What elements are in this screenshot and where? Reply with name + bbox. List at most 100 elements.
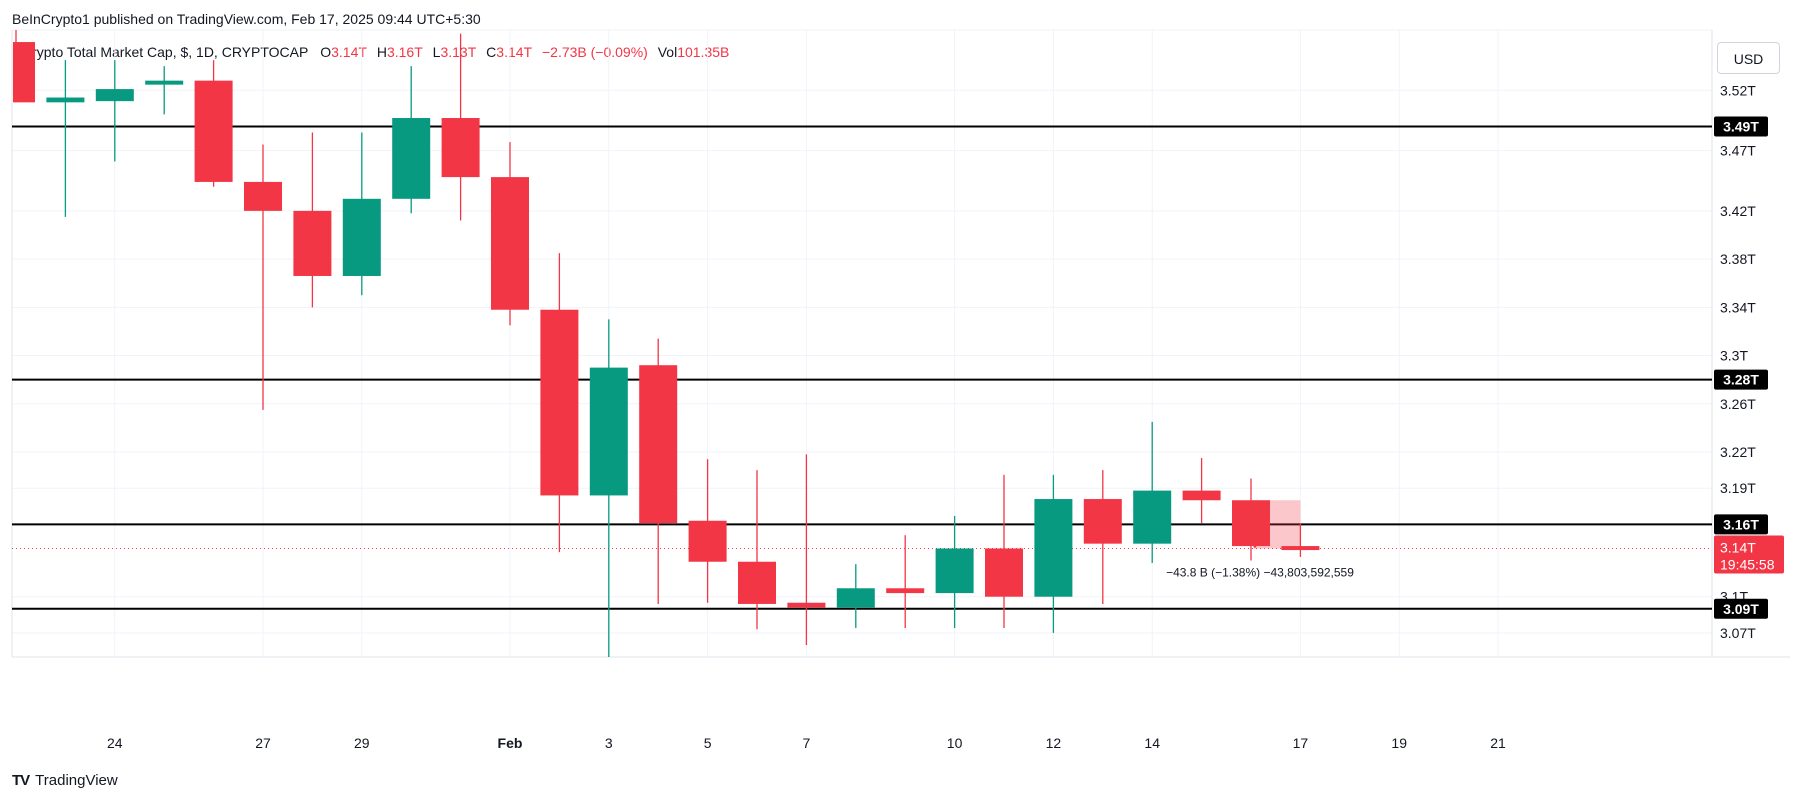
- candle-13: [639, 338, 678, 604]
- candle-body-18: [886, 588, 925, 594]
- price-level-badge-2: [1714, 514, 1768, 535]
- candle-20: [985, 474, 1023, 629]
- candle-0: [13, 30, 35, 103]
- y-tick-label-3: 3.38T: [1720, 251, 1756, 267]
- candle-body-23: [1133, 490, 1172, 544]
- candle-body-20: [985, 548, 1023, 597]
- time-axis[interactable]: 24 27 29 Feb 3 5 7 10 12 14 17 19 21: [107, 735, 1506, 751]
- legend-high-value: 3.16T: [386, 44, 423, 60]
- candle-body-7: [342, 198, 381, 276]
- current-price-badge: [1714, 535, 1784, 574]
- x-tick-label-12: 21: [1490, 735, 1506, 751]
- x-tick-label-10: 17: [1293, 735, 1309, 751]
- x-tick-label-6: 7: [803, 735, 811, 751]
- candle-body-14: [688, 520, 727, 562]
- candle-body-16: [787, 602, 826, 608]
- legend-volume-label: Vol: [657, 44, 678, 60]
- candle-body-2: [95, 89, 134, 102]
- candle-23: [1133, 421, 1172, 563]
- y-tick-label-8: 3.19T: [1720, 480, 1756, 496]
- price-level-label-0: 3.49T: [1723, 118, 1759, 134]
- candle-10: [491, 142, 529, 326]
- symbol-legend: Crypto Total Market Cap, $, 1D, CRYPTOCA…: [22, 44, 735, 60]
- candle-3: [145, 66, 184, 115]
- candle-body-13: [639, 365, 678, 524]
- y-tick-label-2: 3.42T: [1720, 203, 1756, 219]
- y-tick-label-6: 3.26T: [1720, 396, 1756, 412]
- candle-25: [1232, 478, 1270, 561]
- candle-body-22: [1083, 499, 1122, 544]
- candle-2: [95, 60, 134, 162]
- tradingview-logo[interactable]: TV TradingView: [12, 772, 118, 789]
- legend-close-label: C: [486, 44, 497, 60]
- legend-high-label: H: [376, 44, 387, 60]
- candle-5: [244, 144, 282, 410]
- x-tick-label-11: 19: [1391, 735, 1407, 751]
- candle-21: [1034, 474, 1073, 633]
- candle-body-21: [1034, 499, 1073, 597]
- y-tick-label-5: 3.3T: [1720, 348, 1748, 364]
- legend-low-value: 3.13T: [440, 44, 477, 60]
- price-level-badge-0: [1714, 116, 1768, 137]
- measure-range-box: [1253, 500, 1301, 549]
- candle-11: [540, 253, 579, 553]
- candle-body-8: [392, 118, 431, 199]
- candle-17: [836, 564, 875, 629]
- tradingview-mark-icon: TV: [12, 772, 30, 789]
- price-level-badge-1: [1714, 369, 1768, 390]
- candle-body-0: [13, 42, 35, 103]
- price-level-label-1: 3.28T: [1723, 372, 1759, 388]
- price-level-label-2: 3.16T: [1723, 516, 1759, 532]
- legend-open-value: 3.14T: [331, 44, 367, 60]
- candle-body-26: [1281, 546, 1320, 551]
- candles: [13, 30, 1320, 657]
- countdown-label: 19:45:58: [1720, 556, 1775, 572]
- y-tick-label-0: 3.52T: [1720, 82, 1756, 98]
- x-tick-label-1: 27: [255, 735, 271, 751]
- candle-15: [738, 470, 776, 630]
- current-price-label: 3.14T: [1720, 539, 1756, 555]
- x-tick-label-7: 10: [947, 735, 963, 751]
- measure-arrow-head-icon: [1250, 541, 1260, 549]
- y-tick-label-1: 3.47T: [1720, 143, 1756, 159]
- chart-frame: [11, 29, 1790, 658]
- x-tick-label-3: Feb: [498, 735, 523, 751]
- candle-19: [935, 515, 974, 629]
- y-tick-label-4: 3.34T: [1720, 299, 1756, 315]
- candle-16: [787, 454, 826, 645]
- candle-body-24: [1182, 490, 1221, 501]
- legend-title: Crypto Total Market Cap, $, 1D, CRYPTOCA…: [22, 44, 309, 60]
- chart-grid: [12, 30, 1712, 657]
- price-level-label-3: 3.09T: [1723, 601, 1759, 617]
- candle-body-19: [935, 548, 974, 594]
- candle-6: [293, 132, 332, 308]
- x-tick-label-4: 3: [605, 735, 613, 751]
- candle-8: [392, 66, 431, 214]
- price-axis[interactable]: 3.52T 3.47T 3.42T 3.38T 3.34T 3.3T 3.26T 3.22T 3…: [1714, 82, 1784, 641]
- candle-body-1: [46, 97, 85, 103]
- y-tick-label-7: 3.22T: [1720, 444, 1756, 460]
- legend-close-value: 3.14T: [496, 44, 533, 60]
- candle-1: [46, 60, 85, 217]
- x-tick-label-8: 12: [1046, 735, 1062, 751]
- candle-14: [688, 459, 727, 603]
- candle-body-17: [836, 588, 875, 608]
- legend-volume-value: 101.35B: [677, 44, 730, 60]
- x-tick-label-5: 5: [704, 735, 712, 751]
- y-tick-label-10: 3.07T: [1720, 625, 1756, 641]
- currency-button[interactable]: USD: [1717, 42, 1780, 74]
- x-tick-label-0: 24: [107, 735, 123, 751]
- price-level-badge-3: [1714, 598, 1768, 619]
- candle-7: [342, 132, 381, 296]
- candle-12: [589, 319, 628, 657]
- candle-body-15: [738, 561, 776, 604]
- candle-body-6: [293, 210, 332, 276]
- legend-low-label: L: [432, 44, 441, 60]
- candle-body-9: [441, 118, 480, 178]
- tradingview-wordmark: TradingView: [35, 772, 118, 789]
- candle-18: [886, 535, 925, 629]
- candlestick-chart[interactable]: −43.8 B (−1.38%) −43,803,592,559 3.52T3.…: [0, 0, 1804, 770]
- price-levels: [12, 125, 1712, 610]
- measure-overlay: −43.8 B (−1.38%) −43,803,592,559: [1166, 500, 1354, 579]
- x-tick-label-9: 14: [1144, 735, 1160, 751]
